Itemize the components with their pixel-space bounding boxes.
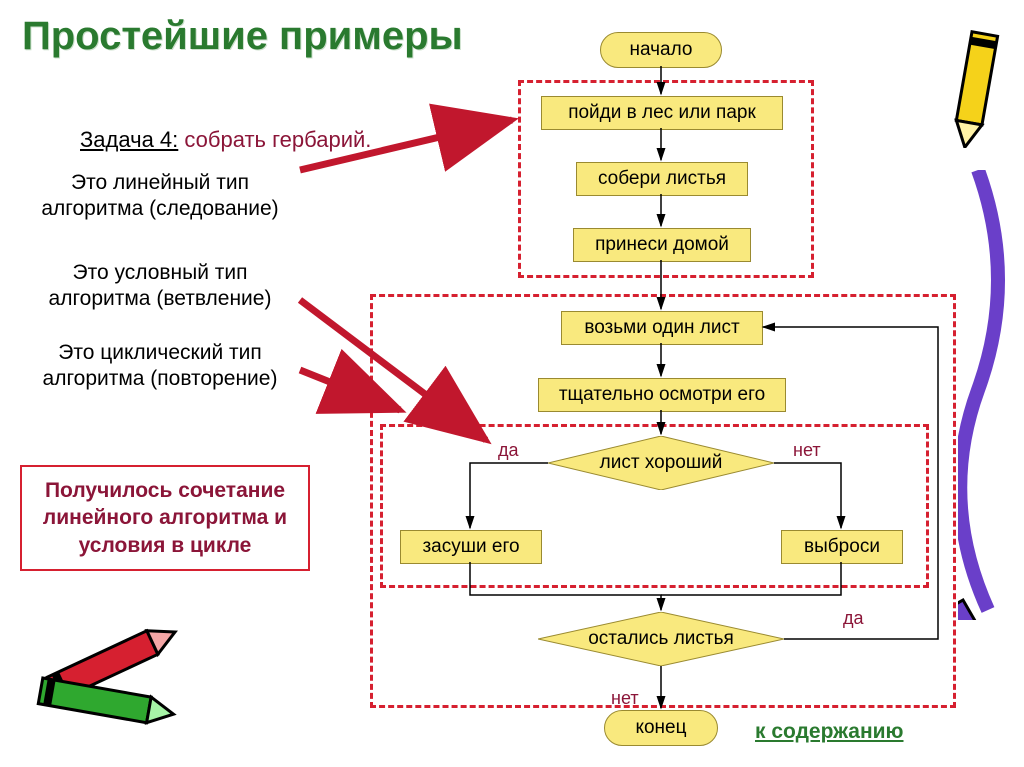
task-label: Задача 4: xyxy=(80,127,178,152)
toc-link[interactable]: к содержанию xyxy=(755,720,904,744)
label-yes2: да xyxy=(843,608,864,629)
node-b3: принеси домой xyxy=(573,228,751,262)
conclusion-l3: условия в цикле xyxy=(79,534,252,557)
desc-linear: Это линейный тип алгоритма (следование) xyxy=(15,170,305,223)
node-end: конец xyxy=(604,710,718,746)
node-b4: возьми один лист xyxy=(561,311,763,345)
conclusion-box: Получилось сочетание линейного алгоритма… xyxy=(20,465,310,571)
node-b6: засуши его xyxy=(400,530,542,564)
crayon-icon xyxy=(930,8,1020,148)
conclusion-l1: Получилось сочетание xyxy=(45,479,285,502)
desc-cond-l1: Это условный тип xyxy=(72,261,247,284)
node-d1: лист хороший xyxy=(548,436,774,490)
page-title: Простейшие примеры xyxy=(22,14,463,59)
desc-loop-l1: Это циклический тип xyxy=(58,341,261,364)
conclusion-l2: линейного алгоритма и xyxy=(43,506,287,529)
desc-loop-l2: алгоритма (повторение) xyxy=(43,367,278,390)
label-no1: нет xyxy=(793,440,821,461)
task-text: собрать гербарий. xyxy=(178,127,371,152)
label-yes1: да xyxy=(498,440,519,461)
desc-loop: Это циклический тип алгоритма (повторени… xyxy=(15,340,305,393)
desc-cond: Это условный тип алгоритма (ветвление) xyxy=(15,260,305,313)
node-d2-label: остались листья xyxy=(588,628,734,650)
node-b2: собери листья xyxy=(576,162,748,196)
task-line: Задача 4: собрать гербарий. xyxy=(80,126,371,154)
node-b1: пойди в лес или парк xyxy=(541,96,783,130)
node-d1-label: лист хороший xyxy=(600,452,723,474)
crayon-icon xyxy=(30,600,190,740)
desc-cond-l2: алгоритма (ветвление) xyxy=(49,287,272,310)
node-b5: тщательно осмотри его xyxy=(538,378,786,412)
node-b7: выброси xyxy=(781,530,903,564)
desc-linear-l1: Это линейный тип xyxy=(71,171,249,194)
node-start: начало xyxy=(600,32,722,68)
node-d2: остались листья xyxy=(538,612,784,666)
desc-linear-l2: алгоритма (следование) xyxy=(41,197,278,220)
label-no2: нет xyxy=(611,688,639,709)
crayon-icon xyxy=(958,170,1024,620)
